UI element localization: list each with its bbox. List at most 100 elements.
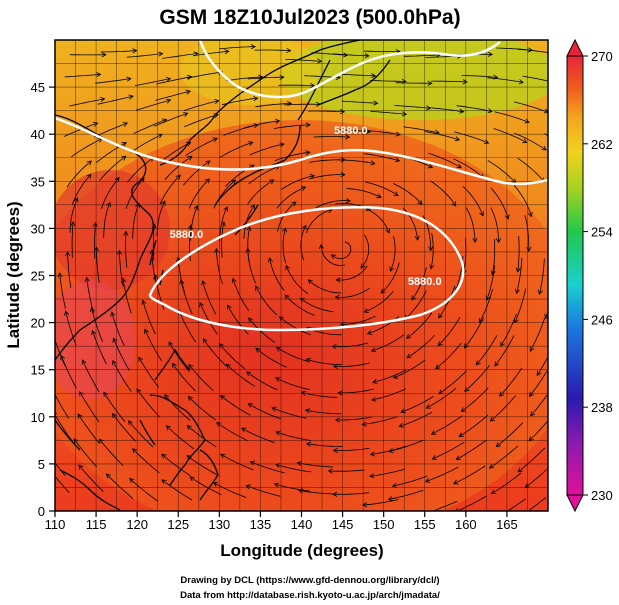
streamline-arrowhead	[373, 100, 379, 106]
streamline-arrowhead	[225, 363, 232, 369]
warm-region-west	[55, 170, 170, 290]
colorbar-tick-label: 238	[591, 400, 613, 415]
x-tick-label: 165	[496, 517, 518, 532]
streamline	[431, 415, 463, 435]
streamline-arrowhead	[427, 163, 434, 169]
streamline-arrowhead	[438, 313, 443, 319]
streamline-arrowhead	[188, 363, 194, 370]
wind-streamlines	[46, 44, 566, 511]
streamline-arrowhead	[387, 496, 393, 502]
streamline-arrowhead	[455, 508, 458, 511]
streamline-arrowhead	[103, 391, 109, 397]
streamline-arrowhead	[364, 53, 370, 59]
streamline	[247, 248, 256, 284]
streamline	[274, 151, 310, 162]
streamline	[364, 207, 390, 234]
streamline-arrowhead	[121, 277, 127, 283]
streamline	[274, 124, 311, 129]
streamline-arrowhead	[500, 341, 505, 347]
streamline	[226, 76, 263, 82]
streamline-arrowhead	[160, 200, 166, 206]
streamline-arrowhead	[153, 273, 159, 280]
streamline-arrowhead	[487, 108, 493, 114]
streamline-arrowhead	[451, 201, 457, 207]
streamline	[59, 273, 66, 309]
streamline-arrowhead	[144, 328, 149, 334]
streamline	[78, 464, 104, 492]
streamline	[247, 403, 281, 420]
streamline	[335, 287, 370, 298]
streamline	[456, 495, 488, 511]
streamline	[164, 394, 191, 421]
streamline-arrowhead	[562, 205, 566, 210]
streamline-arrowhead	[116, 249, 123, 255]
streamline	[494, 111, 530, 123]
streamline-arrowhead	[138, 356, 144, 362]
streamline-arrowhead	[530, 411, 536, 417]
streamline-arrowhead	[392, 374, 399, 379]
streamline-arrowhead	[472, 237, 478, 244]
streamline	[247, 76, 284, 80]
streamline	[438, 285, 456, 319]
streamline	[122, 278, 132, 314]
streamline-arrowhead	[220, 453, 226, 459]
streamline	[284, 294, 315, 316]
streamline	[362, 416, 398, 425]
streamline	[279, 316, 311, 335]
x-tick-label: 130	[208, 517, 230, 532]
y-tick-label: 30	[31, 221, 45, 236]
streamline-arrowhead	[65, 251, 71, 257]
streamline	[435, 343, 462, 369]
streamline-arrowhead	[267, 257, 273, 263]
streamline-arrowhead	[463, 343, 469, 349]
streamline	[437, 316, 461, 346]
streamline	[463, 237, 467, 274]
chart-title: GSM 18Z10Jul2023 (500.0hPa)	[159, 6, 460, 29]
streamline	[308, 110, 345, 113]
streamline	[280, 175, 315, 190]
streamline-arrowhead	[495, 238, 502, 244]
streamline	[159, 174, 181, 205]
streamline-arrowhead	[212, 137, 218, 143]
streamline	[134, 78, 171, 86]
streamline	[128, 420, 154, 448]
streamline	[360, 234, 370, 269]
streamline	[458, 414, 489, 437]
streamline	[539, 258, 545, 295]
streamline-arrowhead	[149, 249, 155, 255]
streamline	[162, 53, 198, 59]
streamline-arrowhead	[275, 118, 281, 124]
streamline-arrowhead	[46, 465, 50, 470]
streamline-arrowhead	[93, 246, 100, 252]
streamline	[186, 71, 223, 79]
y-tick-label: 35	[31, 174, 45, 189]
streamline	[496, 422, 524, 447]
streamline-arrowhead	[284, 294, 290, 300]
streamline-arrowhead	[213, 113, 219, 119]
streamline	[55, 338, 66, 366]
streamline	[306, 358, 342, 365]
streamline-arrowhead	[411, 295, 416, 301]
contour-label: 5880.0	[170, 229, 204, 241]
streamline	[219, 141, 253, 158]
streamline	[285, 59, 322, 62]
streamline-arrowhead	[98, 438, 104, 444]
streamline-arrowhead	[279, 74, 285, 80]
streamline	[95, 78, 131, 84]
streamline-arrowhead	[248, 141, 254, 146]
streamline-arrowhead	[193, 205, 199, 211]
streamline	[166, 425, 195, 450]
streamline-arrowhead	[187, 224, 193, 230]
streamline	[514, 288, 527, 323]
streamline	[284, 103, 321, 106]
streamline-arrowhead	[202, 338, 208, 344]
streamline-arrowhead	[291, 201, 297, 207]
streamline-arrowhead	[187, 395, 193, 402]
streamline-arrowhead	[305, 122, 311, 128]
streamline-arrowhead	[121, 155, 127, 161]
streamline	[364, 153, 400, 162]
streamline-arrowhead	[307, 279, 313, 285]
streamline-arrowhead	[309, 174, 316, 179]
streamline	[529, 317, 546, 352]
streamline-arrowhead	[249, 460, 256, 466]
